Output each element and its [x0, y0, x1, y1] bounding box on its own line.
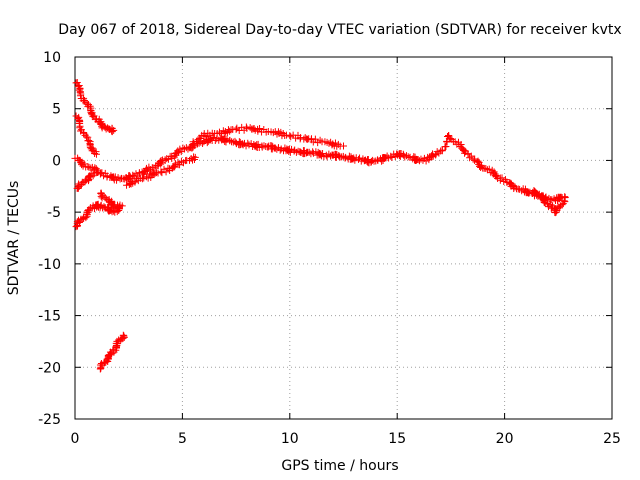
data-point	[485, 165, 493, 173]
series-late-tail	[530, 187, 569, 217]
grid-lines	[75, 57, 612, 419]
data-point	[482, 165, 490, 173]
data-point	[131, 178, 139, 186]
data-point	[100, 203, 108, 211]
axis-ticks	[74, 56, 613, 420]
data-point	[561, 194, 569, 202]
y-tick-labels: -25 -20 -15 -10 -5 0 5 10	[38, 50, 61, 428]
y-tick-label: 0	[52, 153, 61, 169]
data-point	[271, 144, 279, 152]
series-deep-dip	[96, 331, 128, 373]
data-point	[460, 146, 468, 154]
data-point	[191, 153, 199, 161]
data-point	[81, 178, 89, 186]
series-low-arc	[72, 200, 126, 231]
data-point	[210, 134, 218, 142]
data-point	[530, 187, 538, 195]
data-point	[162, 168, 170, 176]
data-point	[341, 154, 349, 162]
data-point	[474, 157, 482, 165]
data-point	[232, 125, 240, 133]
data-point	[197, 135, 205, 143]
x-tick-label: 0	[71, 431, 80, 447]
series-mid-left-arc	[73, 170, 98, 193]
y-tick-label: -20	[38, 360, 61, 376]
data-point	[442, 143, 450, 151]
data-point	[80, 160, 88, 168]
data-point	[331, 139, 339, 147]
series-upper-mid-band	[189, 123, 347, 150]
data-point	[388, 154, 396, 162]
data-point	[72, 223, 80, 231]
plot-frame	[74, 56, 613, 420]
data-point	[193, 137, 201, 145]
data-point	[100, 359, 108, 367]
data-point	[226, 136, 234, 144]
data-point	[319, 149, 327, 157]
data-points	[71, 79, 569, 373]
data-point	[77, 90, 85, 98]
chart-title: Day 067 of 2018, Sidereal Day-to-day VTE…	[58, 22, 621, 38]
x-tick-labels: 0 5 10 15 20 25	[71, 431, 621, 447]
data-point	[138, 175, 146, 183]
data-point	[243, 124, 251, 132]
data-point	[90, 170, 98, 178]
data-point	[340, 142, 347, 150]
data-point	[433, 148, 441, 156]
data-point	[446, 135, 454, 143]
series-upper-arc-2	[72, 112, 100, 158]
x-tick-label: 5	[178, 431, 187, 447]
data-point	[356, 154, 364, 162]
data-point	[226, 127, 234, 135]
series-lower-mid-band	[123, 153, 199, 189]
data-point	[142, 173, 150, 181]
y-tick-label: 10	[43, 50, 61, 66]
data-point	[144, 167, 152, 175]
data-point	[84, 163, 92, 171]
data-point	[82, 214, 90, 222]
x-tick-label: 25	[603, 431, 621, 447]
data-point	[108, 128, 116, 136]
data-point	[98, 169, 106, 177]
data-point	[118, 202, 126, 210]
x-tick-label: 15	[388, 431, 406, 447]
data-point	[254, 140, 262, 148]
data-point	[428, 153, 436, 161]
series-upper-arc-1	[72, 79, 118, 136]
data-point	[129, 171, 137, 179]
data-point	[286, 148, 294, 156]
y-tick-label: -15	[38, 309, 61, 325]
y-tick-label: -10	[38, 257, 61, 273]
y-tick-label: 5	[52, 102, 61, 118]
data-point	[466, 154, 474, 162]
x-axis-label: GPS time / hours	[281, 458, 398, 474]
y-tick-label: -5	[47, 205, 61, 221]
y-axis-label: SDTVAR / TECUs	[6, 181, 22, 296]
data-point	[98, 190, 106, 198]
series-left-diagonal	[97, 189, 122, 212]
data-point	[457, 141, 465, 149]
data-point	[560, 197, 568, 205]
data-point	[114, 203, 122, 211]
data-point	[500, 177, 508, 185]
data-point	[402, 152, 410, 160]
data-point	[467, 152, 475, 160]
data-point	[335, 152, 343, 160]
x-tick-label: 10	[281, 431, 299, 447]
data-point	[110, 126, 118, 134]
data-point	[176, 161, 184, 169]
y-tick-label: -25	[38, 412, 61, 428]
x-tick-label: 20	[496, 431, 514, 447]
data-point	[76, 122, 84, 130]
data-point	[96, 170, 104, 178]
data-point	[164, 155, 172, 163]
data-point	[92, 150, 100, 158]
data-point	[239, 141, 247, 149]
data-point	[119, 331, 127, 339]
